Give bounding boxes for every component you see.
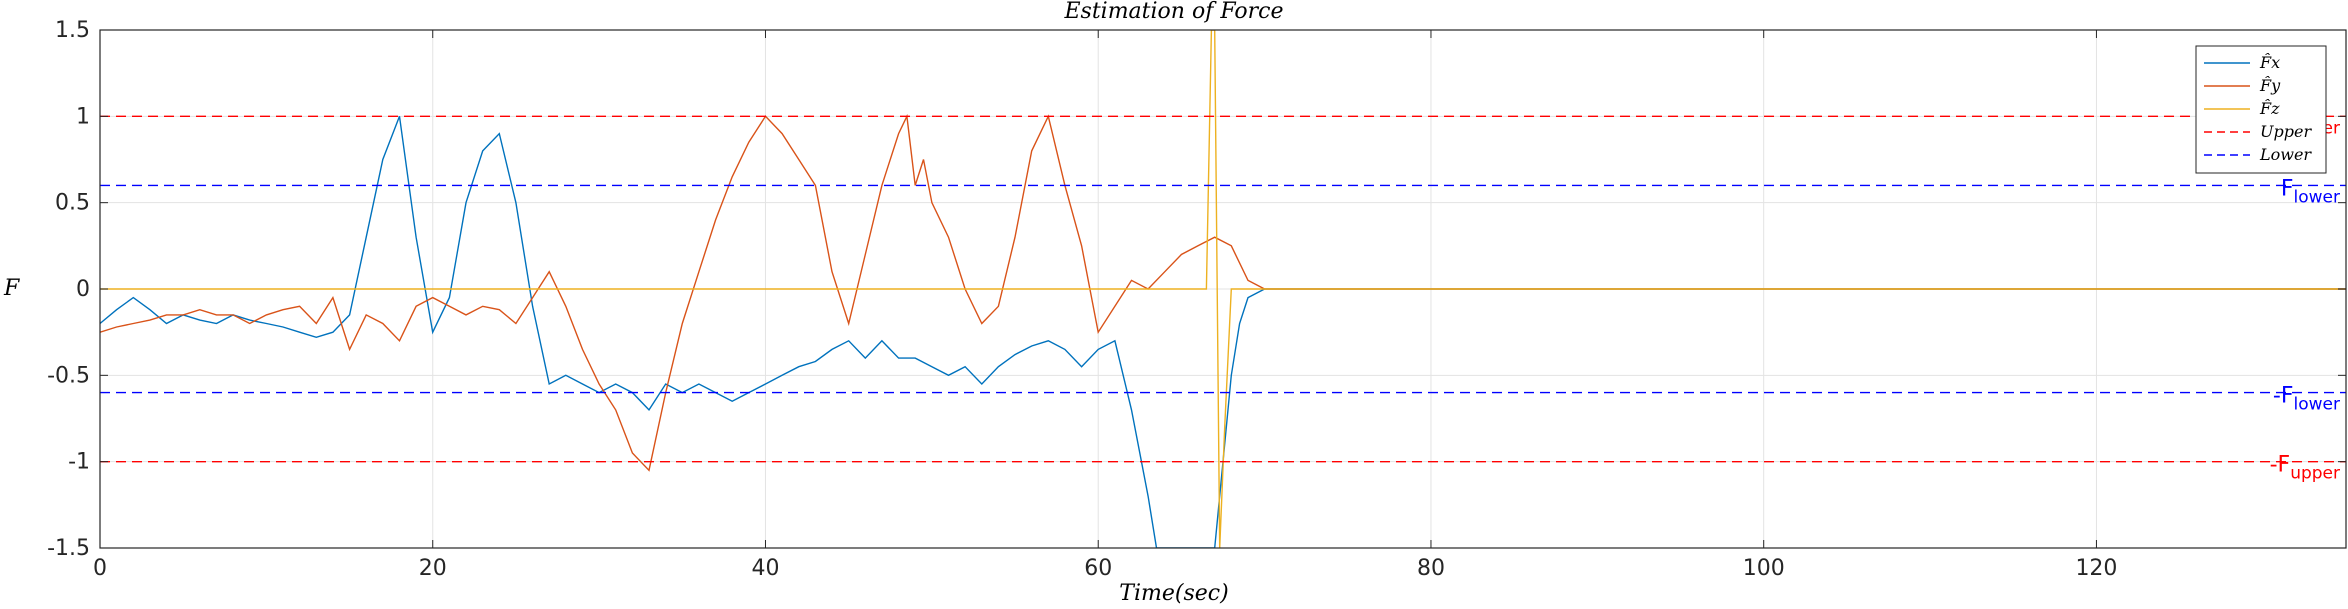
series-line-2 bbox=[100, 30, 2346, 548]
y-tick-label: 1.5 bbox=[55, 18, 90, 43]
y-tick-label: -1.5 bbox=[47, 536, 90, 561]
x-tick-label: 80 bbox=[1417, 556, 1445, 581]
threshold-label: -Flower bbox=[2273, 384, 2340, 415]
x-axis-label: Time(sec) bbox=[1119, 581, 1228, 606]
legend-label: F̂x bbox=[2259, 53, 2280, 72]
series-layer bbox=[100, 30, 2346, 548]
y-tick-label: -0.5 bbox=[47, 363, 90, 388]
series-line-1 bbox=[100, 113, 2346, 472]
x-tick-label: 120 bbox=[2075, 556, 2117, 581]
x-tick-label: 40 bbox=[751, 556, 779, 581]
threshold-label: -Fupper bbox=[2270, 453, 2340, 484]
y-axis-label: F bbox=[3, 276, 20, 301]
tick-labels: 0 20 40 60 80 100 120 -1.5 -1 -0.5 0 0.5 1 1.5 bbox=[47, 18, 2346, 581]
legend-label: F̂z bbox=[2259, 99, 2280, 118]
y-tick-label: 0.5 bbox=[55, 191, 90, 216]
threshold-label: Flower bbox=[2281, 176, 2340, 207]
x-tick-label: 20 bbox=[419, 556, 447, 581]
threshold-label: er bbox=[2323, 118, 2340, 138]
chart-title: Estimation of Force bbox=[1063, 0, 1283, 24]
legend-label: Lower bbox=[2259, 145, 2312, 164]
legend-label: F̂y bbox=[2259, 76, 2281, 95]
y-tick-label: -1 bbox=[68, 450, 90, 475]
x-tick-label: 60 bbox=[1084, 556, 1112, 581]
x-tick-label: 0 bbox=[93, 556, 107, 581]
y-tick-label: 1 bbox=[76, 104, 90, 129]
y-tick-label: 0 bbox=[76, 277, 90, 302]
legend: F̂x F̂y F̂z Upper Lower bbox=[2195, 45, 2327, 174]
legend-label: Upper bbox=[2260, 122, 2312, 141]
series-line-0 bbox=[100, 116, 2346, 548]
threshold-annotations: Flower -Flower -Fupper er bbox=[2270, 118, 2340, 483]
x-tick-label: 100 bbox=[1743, 556, 1785, 581]
